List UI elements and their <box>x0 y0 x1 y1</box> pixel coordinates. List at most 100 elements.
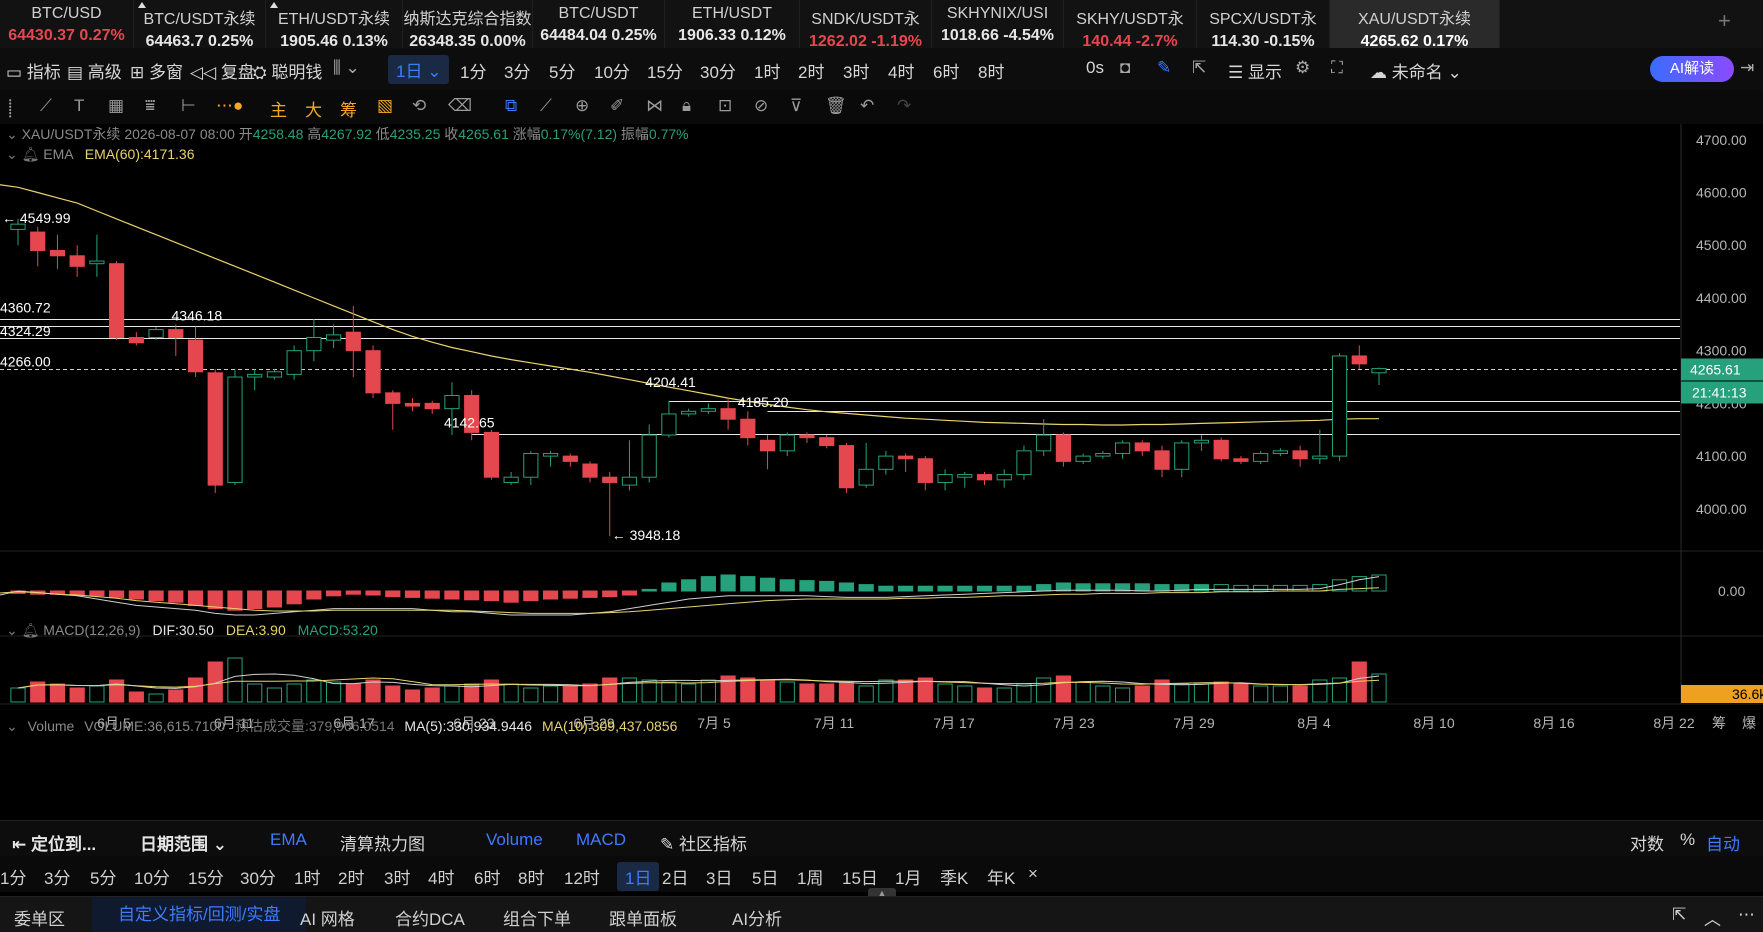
interval-option[interactable]: 1分 <box>460 63 487 82</box>
dot-dropdown-icon[interactable]: ⋯● <box>216 96 244 115</box>
interval-option[interactable]: 1分 <box>0 869 27 888</box>
locate-button[interactable]: ⇤ 定位到... <box>12 835 97 854</box>
macd-legend[interactable]: ⌄ 🔔︎ MACD(12,26,9) DIF:30.50 DEA:3.90 MA… <box>6 622 378 639</box>
ticker-tab[interactable]: BTC/USD 64430.37 0.27% <box>0 0 134 48</box>
ticker-tab[interactable]: XAU/USDT永续 4265.62 0.17% <box>1330 0 1500 48</box>
interval-option[interactable]: 15分 <box>647 63 683 82</box>
collapse-icon[interactable]: ⌄ <box>6 622 18 638</box>
measure-icon[interactable]: ⊢ <box>181 96 196 115</box>
camera-icon[interactable]: ◘ <box>1120 58 1131 77</box>
panel-tab[interactable]: 跟单面板 <box>609 910 677 929</box>
interval-option[interactable]: 4时 <box>428 869 455 888</box>
ai-interpret-button[interactable]: AI解读 <box>1650 56 1734 82</box>
link-icon[interactable]: ⊘ <box>754 96 769 115</box>
bell-icon[interactable]: 🔔︎ <box>21 146 40 162</box>
fullscreen-icon[interactable]: ⛶ <box>1331 58 1343 77</box>
interval-option[interactable]: 15分 <box>188 869 224 888</box>
panel-tab[interactable]: AI 网格 <box>300 910 355 929</box>
channel-icon[interactable]: ▦ <box>108 96 125 115</box>
indicators-button[interactable]: ▭ 指标 <box>6 63 61 82</box>
ticker-tab[interactable]: BTC/USDT 64484.04 0.25% <box>533 0 665 48</box>
panel-tab[interactable]: 组合下单 <box>503 910 571 929</box>
interval-option[interactable]: 5分 <box>549 63 576 82</box>
date-range-dropdown[interactable]: 日期范围 ⌄ <box>140 835 227 854</box>
interval-option[interactable]: 8时 <box>518 869 545 888</box>
panel-collapse-icon[interactable]: ▲ <box>868 888 896 898</box>
interval-option[interactable]: 4时 <box>888 63 915 82</box>
panel-tab[interactable]: 自定义指标/回测/实盘 <box>92 897 307 932</box>
interval-option[interactable]: 8时 <box>978 63 1005 82</box>
interval-option[interactable]: 5分 <box>90 869 117 888</box>
layout-dropdown[interactable]: ☁ 未命名 ⌄ <box>1370 63 1462 82</box>
pencil-icon[interactable]: ✎ <box>1157 58 1172 77</box>
close-icon[interactable]: × <box>1028 864 1038 883</box>
ticker-tab[interactable]: SKHY/USDT永 140.44 -2.7% <box>1064 0 1197 48</box>
chart-type-dropdown[interactable]: ⫼ ⌄ <box>333 58 360 77</box>
brush-icon[interactable]: ✐ <box>610 96 625 115</box>
interval-option[interactable]: 2日 <box>662 869 689 888</box>
ticker-tab[interactable]: BTC/USDT永续 64463.7 0.25% <box>134 0 266 48</box>
eraser-icon[interactable]: ⌫ <box>448 96 473 115</box>
interval-option[interactable]: 1周 <box>797 869 824 888</box>
log-scale-toggle[interactable]: 对数 <box>1630 835 1664 854</box>
percent-scale-toggle[interactable]: % <box>1680 830 1696 849</box>
heat-icon[interactable]: ▧ <box>377 96 394 115</box>
interval-option[interactable]: 2时 <box>338 869 365 888</box>
big-order-button[interactable]: 大 <box>305 101 322 120</box>
price-chart[interactable]: ← 4549.99 4360.72 4324.29 4266.00 4346.18 414… <box>0 124 1763 820</box>
cursor-icon[interactable]: ⸽ <box>8 99 13 118</box>
community-indicators-button[interactable]: ✎ 社区指标 <box>660 835 747 854</box>
trash-icon[interactable]: 🗑︎ <box>825 96 847 115</box>
more-icon[interactable]: ⋯ <box>1738 905 1755 924</box>
macd-indicator-tab[interactable]: MACD <box>576 830 627 849</box>
interval-option[interactable]: 15日 <box>842 869 878 888</box>
ema-legend[interactable]: ⌄ 🔔︎ EMA EMA(60):4171.36 <box>6 146 195 163</box>
interval-option[interactable]: 10分 <box>134 869 170 888</box>
interval-option[interactable]: 10分 <box>594 63 630 82</box>
interval-option[interactable]: 5日 <box>752 869 779 888</box>
interval-option[interactable]: 3时 <box>384 869 411 888</box>
trendline-icon[interactable]: ⟋ <box>40 96 52 115</box>
ticker-tab[interactable]: 纳斯达克综合指数 26348.35 0.00% <box>403 0 533 48</box>
rotate-icon[interactable]: ⟲ <box>412 96 427 115</box>
interval-option[interactable]: 1月 <box>895 869 922 888</box>
collapse-icon[interactable]: ⌄ <box>6 718 18 734</box>
interval-option[interactable]: 3分 <box>44 869 71 888</box>
volume-indicator-tab[interactable]: Volume <box>486 830 543 849</box>
interval-option[interactable]: 年K <box>987 869 1016 888</box>
replay-button[interactable]: ◁◁ 复盘 <box>190 63 255 82</box>
settings-gear-icon[interactable]: ⚙ <box>1295 58 1311 77</box>
interval-dropdown[interactable]: 1日 ⌄ <box>388 55 450 84</box>
interval-option[interactable]: 2时 <box>798 63 825 82</box>
interval-option[interactable]: 3日 <box>706 869 733 888</box>
copy-icon[interactable]: ⧉ <box>505 96 518 115</box>
ema-indicator-tab[interactable]: EMA <box>270 830 307 849</box>
interval-option[interactable]: 1日 <box>617 862 660 891</box>
interval-option[interactable]: 6时 <box>933 63 960 82</box>
ticker-tab[interactable]: ETH/USDT 1906.33 0.12% <box>665 0 800 48</box>
popout-icon[interactable]: ⇱ <box>1672 905 1687 924</box>
ticker-tab[interactable]: SNDK/USDT永 1262.02 -1.19% <box>800 0 932 48</box>
interval-option[interactable]: 1时 <box>294 869 321 888</box>
ticker-tab[interactable]: SPCX/USDT永 114.30 -0.15% <box>1197 0 1330 48</box>
auto-scale-toggle[interactable]: 自动 <box>1706 835 1740 854</box>
ticker-tab[interactable]: SKHYNIX/USI 1018.66 -4.54% <box>932 0 1064 48</box>
interval-option[interactable]: 3时 <box>843 63 870 82</box>
ticker-tab[interactable]: ETH/USDT永续 1905.46 0.13% <box>266 0 403 48</box>
fib-icon[interactable]: ⩸ <box>145 96 156 115</box>
panel-tab[interactable]: 委单区 <box>14 910 65 929</box>
add-tab-icon[interactable]: + <box>1718 8 1731 33</box>
volume-legend[interactable]: ⌄ Volume VOLUME:36,615.7100 预估成交量:379,96… <box>6 716 677 736</box>
magnet-icon[interactable]: ⋈ <box>646 96 663 115</box>
display-button[interactable]: ☰ 显示 <box>1228 63 1282 82</box>
share-icon[interactable]: ⇱ <box>1192 58 1207 77</box>
collapse-icon[interactable]: ⌄ <box>6 146 18 162</box>
interval-option[interactable]: 30分 <box>700 63 736 82</box>
filter-icon[interactable]: ⊽ <box>790 96 803 115</box>
interval-option[interactable]: 1时 <box>754 63 781 82</box>
multiwindow-button[interactable]: ⊞ 多窗 <box>130 63 183 82</box>
collapse-icon[interactable]: ⌄ <box>6 126 18 142</box>
interval-option[interactable]: 3分 <box>504 63 531 82</box>
redo-icon[interactable]: ↷ <box>897 96 912 115</box>
lock-icon[interactable]: 🔒︎ <box>682 96 692 115</box>
